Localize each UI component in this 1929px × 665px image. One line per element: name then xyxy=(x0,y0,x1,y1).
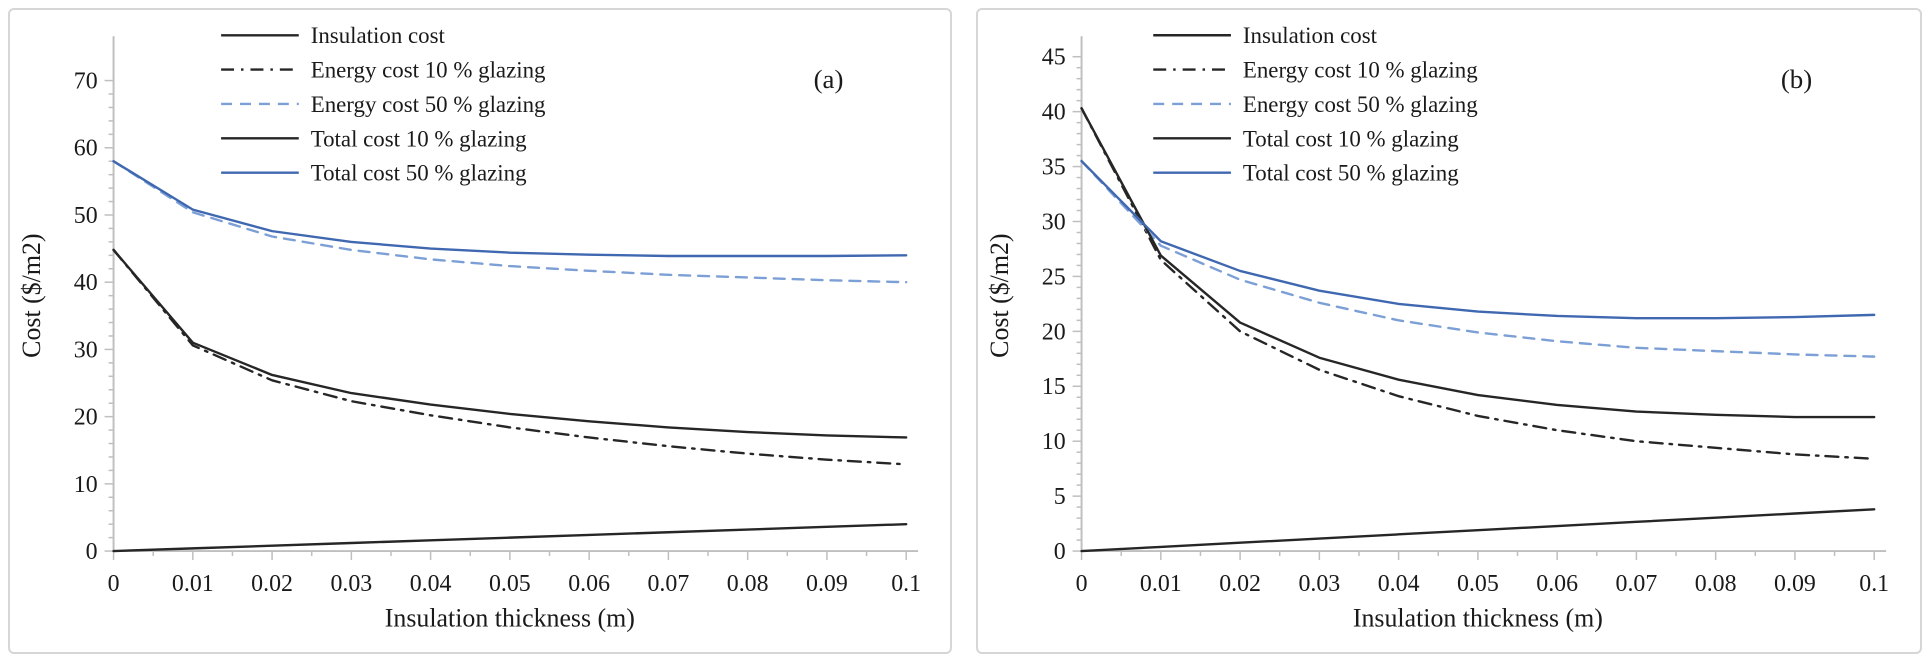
y-axis-title: Cost ($/m2) xyxy=(17,233,46,357)
line-chart-b: 0 5 10 15 20 25 30 35 40 45 0 0.01 0.02 0.03 0.04 0.05 0… xyxy=(985,23,1889,633)
y-axis-title: Cost ($/m2) xyxy=(985,233,1014,357)
legend-label-energy-cost-50-glazing: Energy cost 50 % glazing xyxy=(1243,92,1478,117)
x-tick-label: 0.03 xyxy=(1298,571,1340,597)
legend-item-total-cost-50-glazing: Total cost 50 % glazing xyxy=(1153,161,1459,186)
series-line-total-cost-10-glazing xyxy=(1080,107,1876,419)
x-tick-label: 0.07 xyxy=(648,571,690,597)
legend-label-energy-cost-50-glazing: Energy cost 50 % glazing xyxy=(311,92,546,117)
x-tick-label: 0.04 xyxy=(410,571,452,597)
x-tick-label: 0.05 xyxy=(1457,571,1499,597)
legend-label-total-cost-50-glazing: Total cost 50 % glazing xyxy=(1243,161,1459,186)
legend-label-total-cost-50-glazing: Total cost 50 % glazing xyxy=(311,161,527,186)
series-line-energy-cost-50-glazing xyxy=(112,160,908,284)
legend-item-energy-cost-10-glazing: Energy cost 10 % glazing xyxy=(221,58,546,83)
legend-label-insulation-cost: Insulation cost xyxy=(311,23,446,48)
y-tick-label: 30 xyxy=(1042,209,1066,235)
y-tick-label: 5 xyxy=(1054,484,1066,510)
y-tick-label: 70 xyxy=(74,69,98,95)
x-tick-label: 0.1 xyxy=(1859,571,1889,597)
y-tick-label: 0 xyxy=(86,539,98,565)
y-tick-label: 40 xyxy=(74,270,98,296)
y-tick-label: 45 xyxy=(1042,45,1066,71)
legend-label-insulation-cost: Insulation cost xyxy=(1243,23,1378,48)
panel-letter: (a) xyxy=(814,64,844,94)
legend-item-insulation-cost: Insulation cost xyxy=(1153,23,1378,48)
line-chart-a: 0 10 20 30 40 50 60 70 0 0.01 0.02 0.03 0.04 0.05 0.06… xyxy=(17,23,921,633)
x-tick-label: 0 xyxy=(108,571,120,597)
x-tick-label: 0.04 xyxy=(1378,571,1420,597)
x-tick-label: 0.03 xyxy=(330,571,372,597)
x-tick-label: 0.08 xyxy=(727,571,769,597)
legend-label-energy-cost-10-glazing: Energy cost 10 % glazing xyxy=(1243,58,1478,83)
legend-item-total-cost-50-glazing: Total cost 50 % glazing xyxy=(221,161,527,186)
x-tick-label: 0.02 xyxy=(251,571,293,597)
y-tick-label: 60 xyxy=(74,136,98,162)
chart-panel-b: 0 5 10 15 20 25 30 35 40 45 0 0.01 0.02 0.03 0.04 0.05 0… xyxy=(976,8,1922,654)
legend-item-total-cost-10-glazing: Total cost 10 % glazing xyxy=(221,126,527,151)
x-tick-label: 0.01 xyxy=(1140,571,1182,597)
x-tick-label: 0.01 xyxy=(172,571,214,597)
x-tick-label: 0 xyxy=(1076,571,1088,597)
legend-item-total-cost-10-glazing: Total cost 10 % glazing xyxy=(1153,126,1459,151)
x-tick-label: 0.09 xyxy=(806,571,848,597)
legend-label-total-cost-10-glazing: Total cost 10 % glazing xyxy=(311,126,527,151)
x-tick-label: 0.02 xyxy=(1219,571,1261,597)
y-tick-label: 0 xyxy=(1054,539,1066,565)
y-tick-label: 20 xyxy=(1042,319,1066,345)
series-line-energy-cost-10-glazing xyxy=(112,248,908,466)
y-tick-label: 10 xyxy=(1042,429,1066,455)
y-tick-label: 35 xyxy=(1042,155,1066,181)
x-tick-label: 0.08 xyxy=(1695,571,1737,597)
x-axis-title: Insulation thickness (m) xyxy=(1353,604,1603,633)
chart-panel-a: 0 10 20 30 40 50 60 70 0 0.01 0.02 0.03 0.04 0.05 0.06… xyxy=(8,8,952,654)
x-tick-label: 0.07 xyxy=(1616,571,1658,597)
series-line-energy-cost-10-glazing xyxy=(1080,107,1876,460)
y-tick-label: 20 xyxy=(74,405,98,431)
x-tick-label: 0.06 xyxy=(1536,571,1578,597)
legend-label-total-cost-10-glazing: Total cost 10 % glazing xyxy=(1243,126,1459,151)
y-tick-label: 30 xyxy=(74,337,98,363)
panel-letter: (b) xyxy=(1781,64,1812,94)
series-line-energy-cost-50-glazing xyxy=(1080,159,1876,358)
y-tick-label: 40 xyxy=(1042,100,1066,126)
y-tick-label: 25 xyxy=(1042,264,1066,290)
x-tick-label: 0.05 xyxy=(489,571,531,597)
legend-item-energy-cost-50-glazing: Energy cost 50 % glazing xyxy=(221,92,546,117)
series-line-insulation-cost xyxy=(1080,508,1876,553)
series-line-insulation-cost xyxy=(112,522,908,553)
x-tick-label: 0.09 xyxy=(1774,571,1816,597)
x-tick-label: 0.1 xyxy=(891,571,921,597)
y-tick-label: 15 xyxy=(1042,374,1066,400)
x-tick-label: 0.06 xyxy=(568,571,610,597)
series-line-total-cost-50-glazing xyxy=(112,160,908,258)
series-line-total-cost-50-glazing xyxy=(1080,159,1876,320)
legend-item-energy-cost-10-glazing: Energy cost 10 % glazing xyxy=(1153,58,1478,83)
y-tick-label: 50 xyxy=(74,203,98,229)
legend-item-energy-cost-50-glazing: Energy cost 50 % glazing xyxy=(1153,92,1478,117)
series-line-total-cost-10-glazing xyxy=(112,248,908,439)
legend-label-energy-cost-10-glazing: Energy cost 10 % glazing xyxy=(311,58,546,83)
x-axis-title: Insulation thickness (m) xyxy=(385,604,635,633)
y-tick-label: 10 xyxy=(74,472,98,498)
legend-item-insulation-cost: Insulation cost xyxy=(221,23,446,48)
